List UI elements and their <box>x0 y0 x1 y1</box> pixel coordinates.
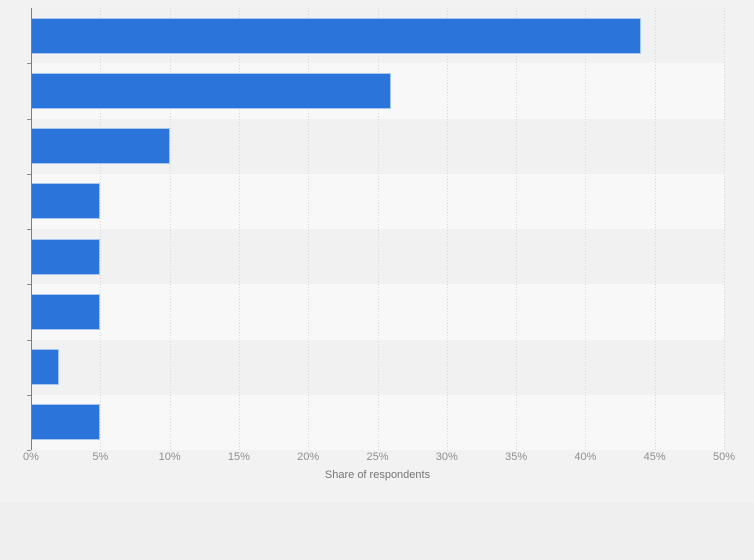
gridline <box>724 8 725 450</box>
x-axis-tick-label: 40% <box>574 451 597 463</box>
bar[interactable] <box>31 183 101 220</box>
y-axis-line <box>31 8 32 450</box>
x-axis-title: Share of respondents <box>324 469 431 481</box>
y-axis-tick <box>27 284 31 286</box>
bar[interactable] <box>31 238 101 275</box>
y-axis-tick <box>27 118 31 120</box>
x-axis-tick-label: 15% <box>227 451 250 463</box>
gridline <box>100 8 102 450</box>
gridline <box>308 8 310 450</box>
x-axis-tick-label: 50% <box>712 451 736 463</box>
x-axis-tick-label: 30% <box>435 451 458 463</box>
x-axis-tick-labels: 0% 5% 10% 15% 20% 25% 30% 35% 40% 45% 50% <box>23 451 735 464</box>
footer-background <box>0 503 754 560</box>
gridline <box>516 8 518 450</box>
gridline <box>238 8 240 450</box>
bar[interactable] <box>31 17 641 54</box>
gridline <box>446 8 448 450</box>
y-axis-tick <box>27 394 31 396</box>
bar[interactable] <box>31 293 101 330</box>
x-axis-tick-label: 35% <box>505 451 528 463</box>
bar[interactable] <box>31 349 59 386</box>
bar[interactable] <box>31 128 170 165</box>
y-axis-tick <box>27 229 31 230</box>
x-axis-tick-label: 5% <box>92 451 109 463</box>
x-axis-tick-label: 45% <box>643 451 666 463</box>
x-axis-tick-label: 10% <box>158 451 181 463</box>
y-axis-tick <box>27 339 31 341</box>
gridline <box>585 8 587 450</box>
gridline <box>169 8 171 450</box>
gridline <box>654 8 656 450</box>
y-axis-tick <box>27 173 31 175</box>
x-axis-tick-label: 25% <box>366 451 389 463</box>
gridline <box>377 8 379 450</box>
bar[interactable] <box>31 72 392 109</box>
y-axis-tick <box>27 450 31 451</box>
plot-area <box>27 8 725 451</box>
x-axis-tick-label: 20% <box>297 451 320 463</box>
bar[interactable] <box>31 404 101 441</box>
x-axis-tick-label: 0% <box>23 451 39 463</box>
y-axis-tick <box>27 63 31 65</box>
